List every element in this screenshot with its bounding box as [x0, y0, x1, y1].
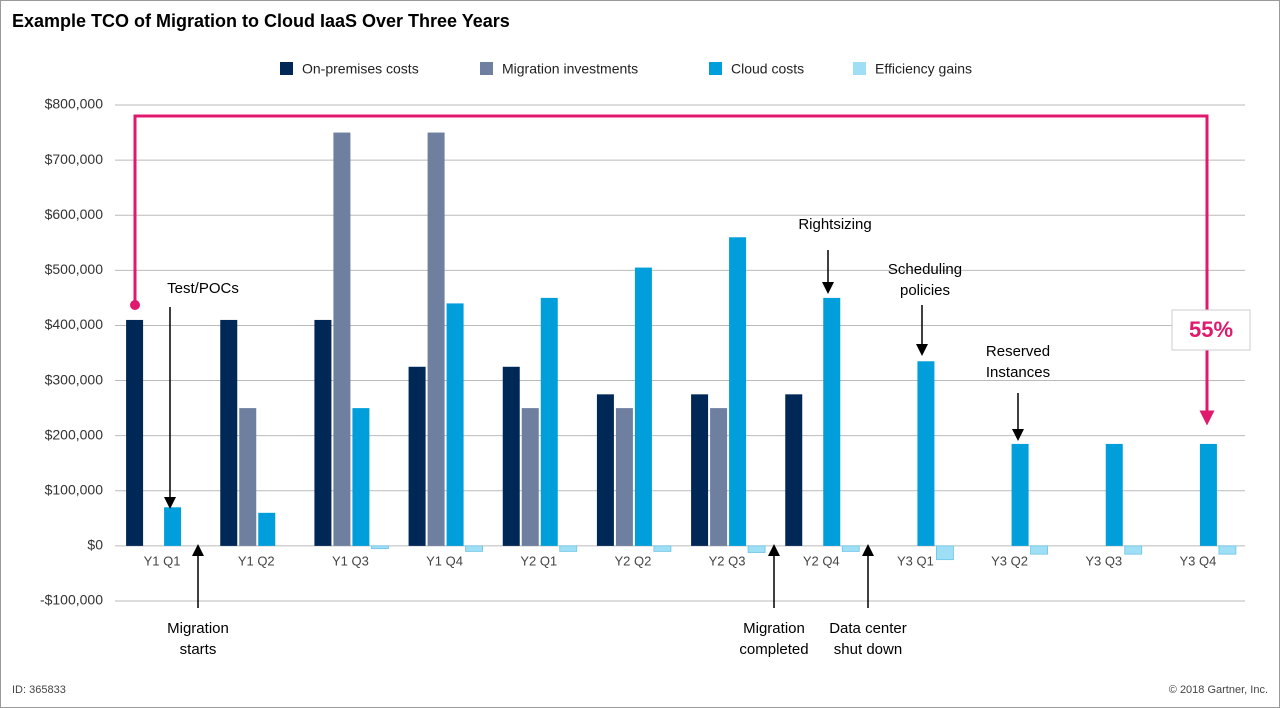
- bar: [333, 132, 351, 546]
- x-tick-label: Y3 Q2: [991, 553, 1028, 568]
- legend-label: Migration investments: [502, 61, 638, 77]
- bar: [427, 132, 445, 546]
- chart-title: Example TCO of Migration to Cloud IaaS O…: [12, 11, 510, 31]
- footer-copyright: © 2018 Gartner, Inc.: [1169, 684, 1268, 696]
- bar: [653, 545, 672, 552]
- x-tick-label: Y2 Q1: [520, 553, 557, 568]
- annotation-text: Scheduling: [888, 261, 962, 278]
- annotation-text: policies: [900, 282, 950, 299]
- bar: [936, 545, 954, 561]
- x-tick-label: Y1 Q2: [238, 553, 275, 568]
- legend-label: On-premises costs: [302, 61, 419, 77]
- bar: [1105, 443, 1123, 546]
- annotation-text: shut down: [834, 641, 902, 658]
- bar: [164, 507, 182, 546]
- bar: [220, 319, 238, 546]
- footer-id: ID: 365833: [12, 684, 66, 696]
- annotation-text: Data center: [829, 620, 907, 637]
- annotation-text: Reserved: [986, 343, 1050, 360]
- legend-label: Cloud costs: [731, 61, 804, 77]
- bar: [352, 408, 370, 546]
- bar: [1199, 443, 1217, 546]
- bar: [371, 545, 389, 550]
- bar: [521, 408, 539, 546]
- annotation-text: Migration: [167, 620, 229, 637]
- bar: [1011, 443, 1029, 546]
- bar: [1124, 545, 1143, 555]
- bar: [729, 237, 747, 546]
- bar: [239, 408, 257, 546]
- y-tick-label: $700,000: [45, 151, 104, 167]
- y-tick-label: $100,000: [45, 481, 104, 497]
- comparison-bracket: [133, 114, 1215, 426]
- bar: [1218, 545, 1237, 555]
- y-tick-label: -$100,000: [40, 592, 103, 608]
- bar: [841, 545, 860, 552]
- bar: [314, 319, 332, 546]
- bar: [126, 319, 144, 546]
- annotation-text: completed: [739, 641, 808, 658]
- bar: [465, 545, 483, 552]
- bar: [540, 297, 558, 546]
- x-tick-label: Y2 Q4: [803, 553, 840, 568]
- y-tick-label: $600,000: [45, 206, 104, 222]
- legend-swatch: [280, 62, 293, 75]
- bar: [917, 361, 935, 546]
- legend-swatch: [480, 62, 493, 75]
- y-tick-label: $0: [87, 537, 103, 553]
- annotation-text: Migration: [743, 620, 805, 637]
- y-tick-label: $800,000: [45, 96, 104, 112]
- annotation-text: Rightsizing: [798, 216, 871, 233]
- x-tick-label: Y3 Q1: [897, 553, 934, 568]
- x-tick-label: Y1 Q3: [332, 553, 369, 568]
- bar: [634, 267, 652, 546]
- bar: [446, 303, 464, 546]
- y-tick-label: $200,000: [45, 426, 104, 442]
- bar: [502, 366, 520, 546]
- x-tick-label: Y1 Q1: [144, 553, 181, 568]
- callout-label: 55%: [1189, 317, 1233, 342]
- bar: [747, 545, 766, 553]
- annotation-text: Test/POCs: [167, 280, 239, 297]
- x-tick-label: Y2 Q2: [614, 553, 651, 568]
- y-tick-label: $400,000: [45, 316, 104, 332]
- bar: [615, 408, 633, 546]
- bar: [1030, 545, 1048, 555]
- callout-box: [1171, 309, 1251, 351]
- legend-label: Efficiency gains: [875, 61, 972, 77]
- x-tick-label: Y3 Q3: [1085, 553, 1122, 568]
- y-tick-label: $300,000: [45, 371, 104, 387]
- bar: [559, 545, 578, 552]
- x-tick-label: Y2 Q3: [709, 553, 746, 568]
- bar: [258, 512, 276, 546]
- bar: [408, 366, 426, 546]
- x-tick-label: Y1 Q4: [426, 553, 463, 568]
- bar: [691, 394, 709, 546]
- bar: [596, 394, 614, 546]
- y-tick-label: $500,000: [45, 261, 104, 277]
- legend-swatch: [709, 62, 722, 75]
- bar: [823, 297, 841, 546]
- annotation-text: Instances: [986, 364, 1050, 381]
- annotation-text: starts: [180, 641, 217, 658]
- bar: [710, 408, 728, 546]
- legend-swatch: [853, 62, 866, 75]
- x-tick-label: Y3 Q4: [1179, 553, 1216, 568]
- bracket-dot: [130, 300, 140, 310]
- bar: [785, 394, 803, 546]
